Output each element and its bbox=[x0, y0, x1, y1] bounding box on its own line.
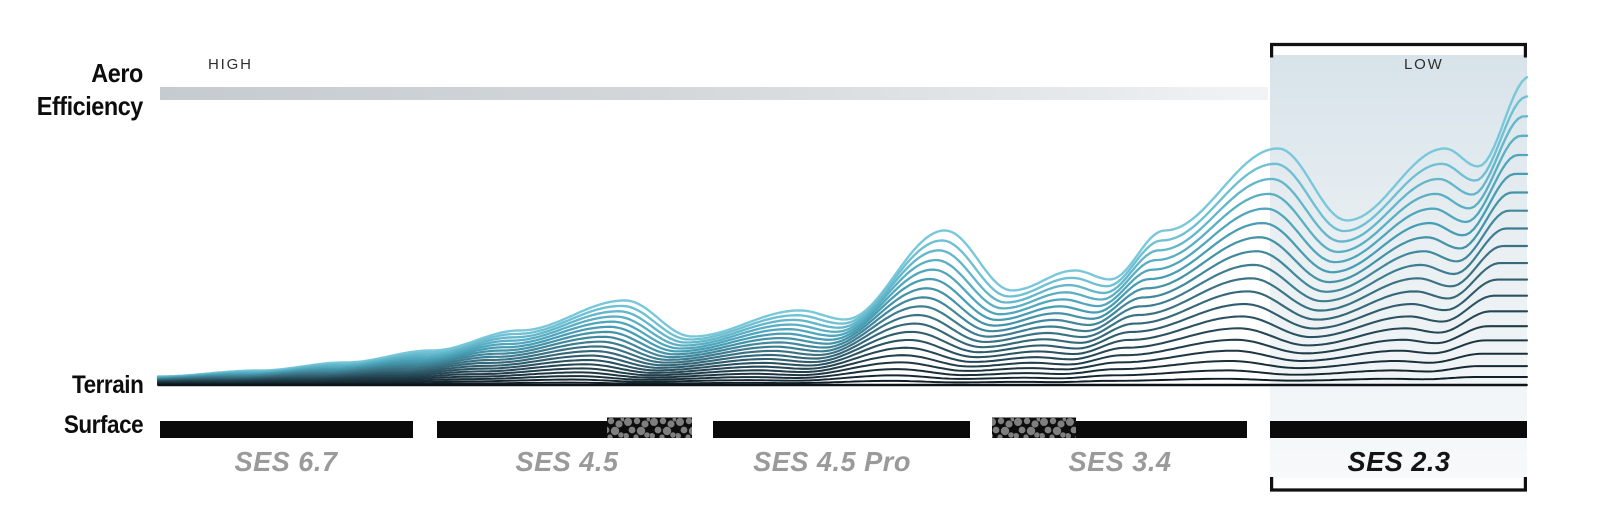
aero-efficiency-axis-label: Aero Efficiency bbox=[37, 57, 143, 123]
surface-pavement-segment bbox=[1270, 421, 1527, 438]
terrain-line bbox=[156, 227, 1529, 381]
terrain-line bbox=[156, 191, 1529, 381]
highlight-bracket-top bbox=[1270, 42, 1527, 58]
product-label-ses-2.3: SES 2.3 bbox=[1347, 446, 1451, 477]
terrain-line bbox=[156, 153, 1529, 380]
terrain-line bbox=[156, 310, 1529, 383]
terrain-line bbox=[156, 278, 1529, 382]
surface-gravel-segment bbox=[607, 417, 692, 438]
aero-label-line1: Aero bbox=[91, 58, 143, 88]
surface-pavement-segment bbox=[1076, 421, 1247, 438]
terrain-line bbox=[156, 115, 1529, 379]
terrain-line bbox=[156, 244, 1529, 382]
surface-pavement-segment bbox=[160, 421, 413, 438]
aero-low-label: LOW bbox=[1404, 56, 1444, 73]
surface-pavement-segment bbox=[713, 421, 970, 438]
product-label-ses-4.5-pro: SES 4.5 Pro bbox=[753, 446, 911, 477]
aero-label-line2: Efficiency bbox=[36, 91, 143, 121]
surface-row-label: Surface bbox=[63, 411, 144, 439]
terrain-row-label: Terrain bbox=[71, 371, 144, 399]
surface-gravel-segment bbox=[992, 417, 1076, 438]
terrain-line bbox=[156, 294, 1529, 383]
terrain-line bbox=[156, 339, 1529, 384]
terrain-line bbox=[156, 262, 1529, 382]
surface-pavement-segment bbox=[437, 421, 607, 438]
terrain-line bbox=[157, 352, 1528, 385]
product-label-ses-3.4: SES 3.4 bbox=[1068, 446, 1172, 477]
terrain-line bbox=[156, 134, 1529, 379]
terrain-line bbox=[156, 95, 1529, 379]
highlight-panel bbox=[1270, 55, 1527, 478]
terrain-line bbox=[157, 365, 1528, 385]
aero-high-label: HIGH bbox=[208, 56, 253, 73]
product-label-ses-6.7: SES 6.7 bbox=[234, 446, 338, 477]
terrain-line bbox=[156, 325, 1529, 384]
aero-gradient-bar bbox=[160, 87, 1268, 100]
highlight-bracket-bottom bbox=[1270, 477, 1527, 492]
product-label-ses-4.5: SES 4.5 bbox=[515, 446, 619, 477]
terrain-line bbox=[156, 209, 1529, 381]
terrain-line bbox=[156, 172, 1529, 380]
